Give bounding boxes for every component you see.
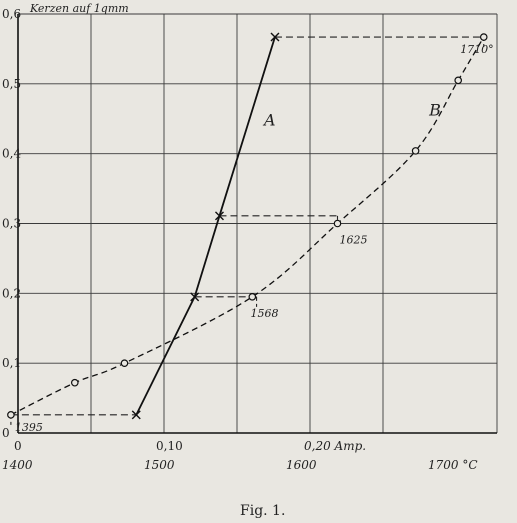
- labels: 0 0,1 0,2 0,3 0,4 0,5 0,6 Kerzen auf 1qmm 0 0,10 0…: [2, 2, 494, 519]
- data-point-a: [214, 211, 224, 221]
- annotation-label: 1568: [251, 307, 279, 320]
- y-tick-label: 0: [2, 426, 10, 440]
- amp-tick-label: 0: [14, 439, 22, 453]
- point-stroke: [270, 32, 280, 42]
- point-stroke: [214, 211, 224, 221]
- y-tick-label: 0,3: [2, 217, 21, 231]
- series-label-b: B: [428, 100, 441, 119]
- temp-tick-label: 1600: [286, 458, 317, 472]
- data-point-a: [131, 410, 141, 420]
- series-line-b: [10, 36, 485, 416]
- axes: [17, 14, 497, 434]
- temp-tick-label: 1700 °C: [428, 458, 478, 472]
- y-tick-label: 0,1: [2, 356, 21, 370]
- data-point-a: [190, 292, 200, 302]
- annotation-label: 1710°: [460, 43, 494, 56]
- y-tick-label: 0,5: [2, 77, 21, 91]
- temp-tick-label: 1400: [2, 458, 33, 472]
- guide-lines: [10, 36, 485, 425]
- figure-caption: Fig. 1.: [240, 503, 285, 519]
- annotation-label: 1625: [340, 234, 368, 247]
- y-axis-title: Kerzen auf 1qmm: [29, 2, 129, 15]
- data-point-b: [71, 378, 79, 387]
- data-point-b: [411, 147, 420, 155]
- grid: [17, 13, 498, 434]
- data-point-b: [479, 33, 488, 41]
- series-label-a: A: [262, 111, 276, 130]
- annotation-label: 1395: [15, 421, 43, 434]
- series-line-a: [135, 36, 276, 416]
- data-point-a: [270, 32, 280, 42]
- data-point-b: [7, 411, 15, 419]
- temp-tick-label: 1500: [144, 458, 175, 472]
- y-tick-label: 0,2: [2, 286, 21, 300]
- amp-tick-label: 0,10: [156, 439, 183, 453]
- data-point-b: [120, 359, 129, 367]
- series-group: [7, 32, 488, 420]
- data-point-b: [333, 219, 342, 228]
- point-stroke: [131, 410, 141, 420]
- y-tick-label: 0,6: [2, 7, 21, 21]
- data-point-b: [248, 293, 257, 301]
- amp-unit-label: 0,20 Amp.: [304, 439, 366, 453]
- data-point-b: [454, 76, 463, 85]
- y-tick-label: 0,4: [2, 147, 21, 161]
- point-stroke: [190, 292, 200, 302]
